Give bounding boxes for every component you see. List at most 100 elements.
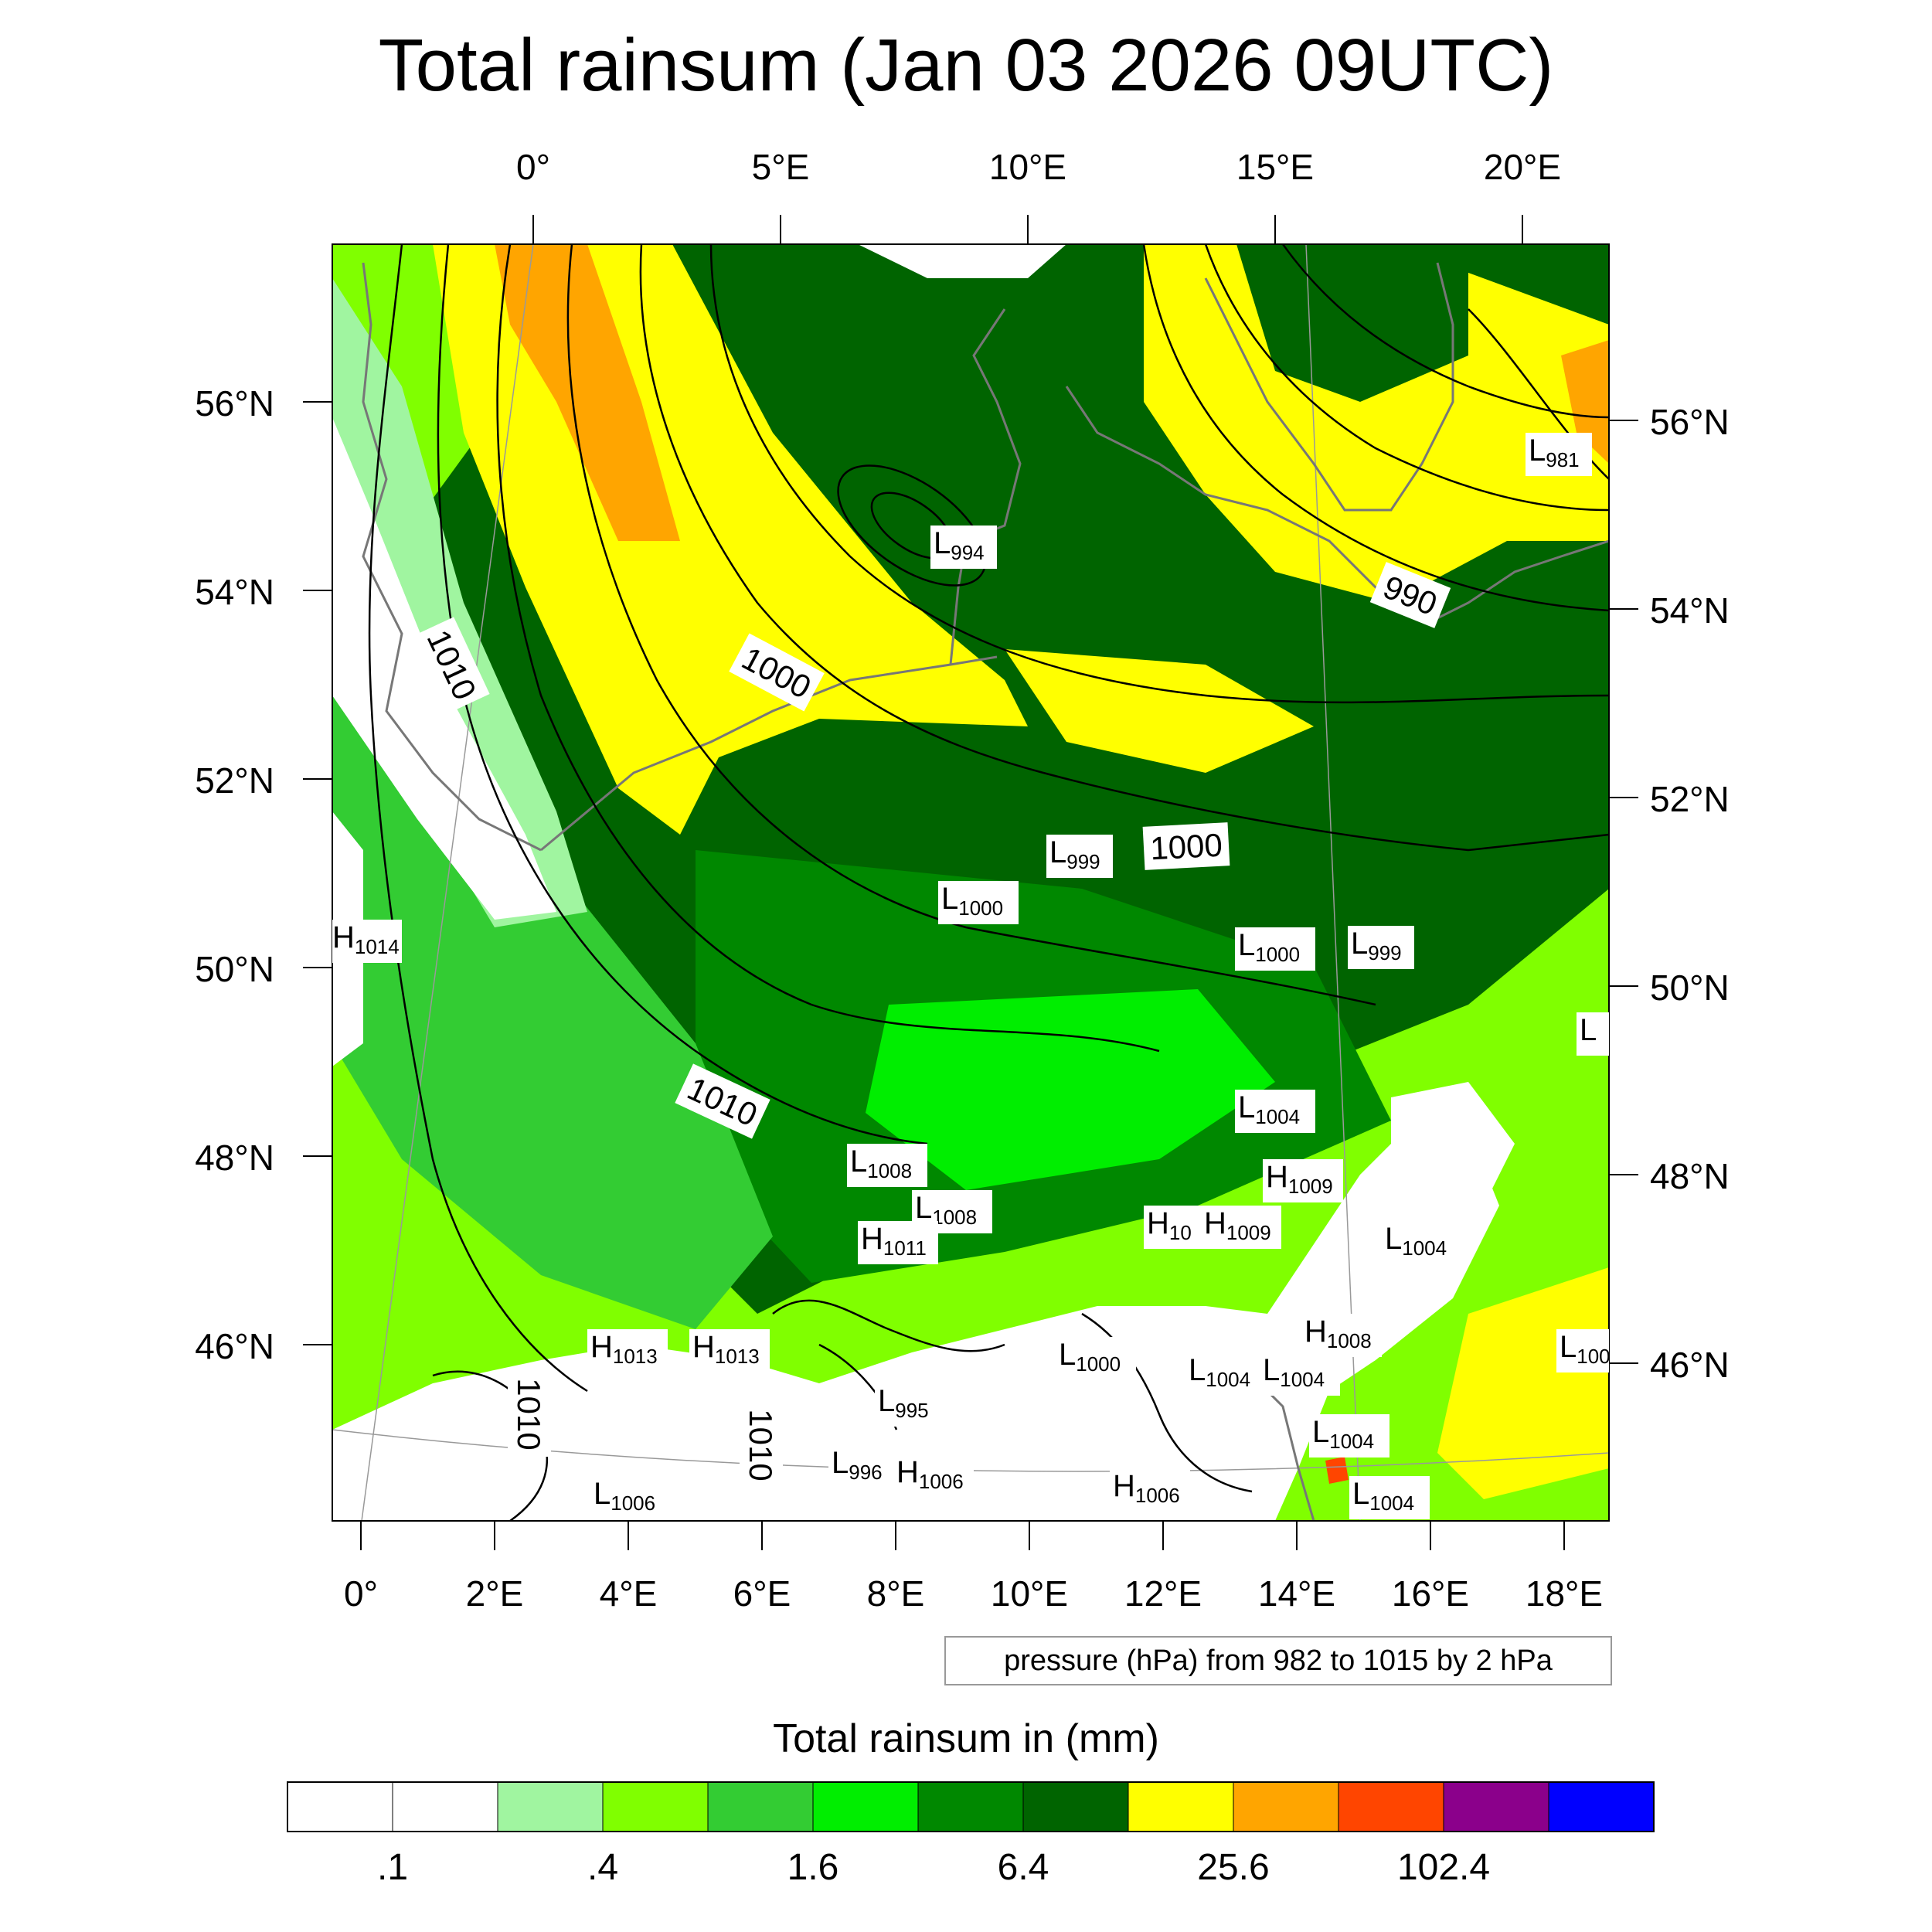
top-lon-label: 20°E: [1484, 147, 1561, 187]
colorbar-swatch: [392, 1781, 498, 1832]
svg-text:L999: L999: [1049, 835, 1100, 873]
isobar-label: 1010: [743, 1409, 779, 1481]
svg-text:L1000: L1000: [1238, 928, 1300, 966]
top-lon-label: 15°E: [1236, 147, 1314, 187]
svg-text:L981: L981: [1529, 434, 1580, 471]
svg-text:L1004: L1004: [1385, 1222, 1447, 1260]
pressure-center: L100: [1556, 1329, 1611, 1372]
colorbar-swatch: [812, 1781, 919, 1832]
pressure-center: L981: [1526, 433, 1592, 476]
contour-info-box: pressure (hPa) from 982 to 1015 by 2 hPa: [944, 1636, 1612, 1685]
pressure-center: L1000: [1235, 927, 1315, 971]
svg-text:L1000: L1000: [1059, 1338, 1121, 1376]
rain-field-ne-yellow: [1144, 244, 1609, 603]
bottom-lon-label: 6°E: [733, 1573, 791, 1614]
svg-text:L1004: L1004: [1352, 1477, 1414, 1515]
svg-text:L1006: L1006: [594, 1477, 655, 1515]
colorbar-swatch: [497, 1781, 604, 1832]
colorbar-label: .4: [587, 1847, 618, 1888]
bottom-lon-label: 16°E: [1392, 1573, 1469, 1614]
contour-info-text: pressure (hPa) from 982 to 1015 by 2 hPa: [1004, 1644, 1553, 1677]
pressure-center: H1009: [1263, 1159, 1343, 1202]
pressure-center: H1014: [332, 920, 402, 963]
top-lon-axis: 0° 5°E 10°E 15°E 20°E: [516, 147, 1561, 244]
pressure-center: L1008: [912, 1190, 992, 1233]
bottom-lon-label: 10°E: [991, 1573, 1068, 1614]
left-lat-axis: 56°N 54°N 52°N 50°N 48°N 46°N: [195, 383, 332, 1366]
pressure-center: L999: [1348, 926, 1414, 969]
left-lat-label: 54°N: [195, 572, 274, 612]
colorbar-swatches: [287, 1781, 1655, 1832]
pressure-centers: L981 L994 L999 L1000 L1000 L999 H1014 L1…: [332, 433, 1611, 1519]
left-lat-label: 50°N: [195, 949, 274, 989]
pressure-center: L1006: [590, 1476, 671, 1519]
pressure-center: L996: [828, 1445, 895, 1488]
left-lat-label: 56°N: [195, 383, 274, 423]
pressure-center: L1000: [938, 881, 1019, 924]
pressure-center: L1008: [847, 1144, 927, 1187]
pressure-center: L: [1577, 1012, 1609, 1056]
svg-text:H1006: H1006: [896, 1455, 964, 1493]
rain-field-ne-green: [1236, 244, 1468, 402]
rain-field-se-red: [1325, 1457, 1349, 1484]
pressure-center: L1004: [1349, 1476, 1430, 1519]
svg-text:L999: L999: [1351, 927, 1402, 964]
svg-text:H1006: H1006: [1113, 1469, 1180, 1507]
colorbar-label: 102.4: [1397, 1847, 1490, 1888]
svg-text:L995: L995: [878, 1384, 929, 1422]
svg-text:L996: L996: [832, 1446, 883, 1484]
right-lat-label: 46°N: [1650, 1345, 1730, 1385]
rain-field-central-yellow: [1005, 649, 1314, 773]
bottom-lon-label: 14°E: [1258, 1573, 1335, 1614]
right-lat-axis: 56°N 54°N 52°N 50°N 48°N 46°N: [1609, 402, 1730, 1385]
pressure-center: L1004: [1185, 1352, 1266, 1396]
rain-field-west-pale: [332, 278, 587, 927]
rain-field-north-none: [858, 244, 1066, 278]
colorbar-swatch: [1443, 1781, 1549, 1832]
bottom-lon-axis: 0° 2°E 4°E 6°E 8°E 10°E 12°E 14°E 16°E 1…: [344, 1521, 1603, 1614]
isobar-label: 1000: [1149, 827, 1223, 867]
colorbar-label: 1.6: [787, 1847, 839, 1888]
colorbar: .1 .4 1.6 6.4 25.6 102.4: [287, 1781, 1655, 1888]
isobar-label: 1010: [511, 1378, 547, 1450]
right-lat-label: 54°N: [1650, 590, 1730, 631]
isobar-labels: 1010 1000 990 1000 1010 1010 1010: [414, 562, 1451, 1488]
pressure-center: H1006: [1110, 1468, 1190, 1512]
top-lon-label: 0°: [516, 147, 550, 187]
right-lat-label: 56°N: [1650, 402, 1730, 442]
pressure-center: H1013: [689, 1329, 770, 1372]
colorbar-swatch: [1338, 1781, 1444, 1832]
colorbar-swatch: [1022, 1781, 1129, 1832]
pressure-center: H1011: [858, 1221, 938, 1264]
svg-text:H1014: H1014: [332, 920, 400, 958]
rain-field-south-none: [332, 1113, 1499, 1521]
pressure-center: L1004: [1235, 1090, 1315, 1133]
pressure-center: L994: [930, 526, 997, 569]
map-title: Total rainsum (Jan 03 2026 09UTC): [378, 24, 1554, 107]
svg-text:L1004: L1004: [1312, 1415, 1374, 1453]
svg-text:H1009: H1009: [1204, 1206, 1271, 1244]
bottom-lon-label: 4°E: [600, 1573, 658, 1614]
svg-text:H1009: H1009: [1266, 1160, 1333, 1198]
pressure-center: H1006: [893, 1454, 974, 1498]
pressure-center: H1013: [587, 1329, 668, 1372]
pressure-center: L1004: [1260, 1352, 1340, 1396]
svg-text:L994: L994: [934, 526, 985, 564]
bottom-lon-label: 2°E: [466, 1573, 524, 1614]
right-lat-label: 52°N: [1650, 779, 1730, 819]
svg-text:L1004: L1004: [1238, 1090, 1300, 1128]
pressure-center: H10: [1144, 1206, 1202, 1249]
svg-text:L100: L100: [1560, 1330, 1611, 1368]
left-lat-label: 52°N: [195, 760, 274, 801]
pressure-center: L999: [1046, 835, 1113, 878]
rain-field-orange-core: [495, 244, 680, 541]
svg-text:H1008: H1008: [1304, 1315, 1372, 1352]
left-lat-label: 48°N: [195, 1138, 274, 1178]
pressure-center: L995: [875, 1383, 941, 1427]
pressure-center: H1009: [1201, 1206, 1281, 1249]
svg-text:H1011: H1011: [861, 1222, 927, 1260]
top-lon-label: 5°E: [752, 147, 810, 187]
isobars: [368, 244, 1609, 1521]
colorbar-title: Total rainsum in (mm): [773, 1716, 1159, 1761]
